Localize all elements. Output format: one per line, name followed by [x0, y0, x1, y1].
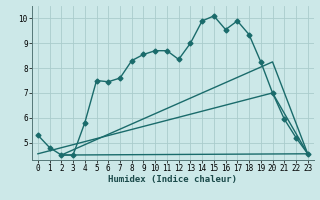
X-axis label: Humidex (Indice chaleur): Humidex (Indice chaleur) — [108, 175, 237, 184]
